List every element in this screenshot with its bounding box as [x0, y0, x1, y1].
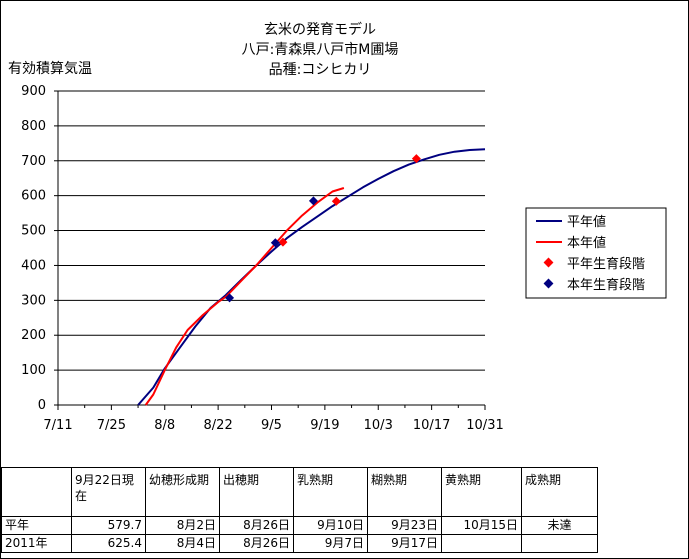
table-cell: 9月10日	[293, 516, 368, 535]
series-point-3-1	[270, 238, 280, 248]
legend-label-honnen-stage: 本年生育段階	[567, 277, 645, 293]
x-tick-label: 8/8	[154, 418, 175, 433]
table-row: 2011年 625.4 8月4日 8月26日 9月7日 9月17日	[1, 534, 598, 553]
chart-title-line-2: 八戸:青森県八戸市M圃場	[242, 41, 399, 58]
series-point-3-0	[225, 293, 235, 303]
table-cell: 未達	[521, 516, 598, 535]
series-line-1	[144, 187, 345, 406]
legend-label-heinen-stage: 平年生育段階	[567, 256, 645, 272]
table-cell: 579.7	[71, 516, 146, 535]
table-header-cell: 黄熟期	[441, 467, 522, 517]
series-point-2-0	[278, 237, 288, 247]
legend-label-heinen-line: 平年値	[567, 214, 606, 230]
legend-swatch-heinen-stage	[543, 257, 554, 268]
x-tick-label: 9/5	[261, 418, 282, 433]
table-header-cell	[1, 467, 72, 517]
y-axis-label: 有効積算気温	[8, 61, 92, 77]
series-point-3-2	[308, 196, 318, 206]
table-cell	[521, 534, 598, 553]
table-cell: 8月26日	[219, 534, 294, 553]
table-header-cell: 乳熟期	[293, 467, 368, 517]
x-tick-label: 7/11	[43, 418, 72, 433]
table-cell: 9月7日	[293, 534, 368, 553]
growth-model-chart: 玄米の発育モデル 八戸:青森県八戸市M圃場 品種:コシヒカリ 有効積算気温 0 1…	[8, 21, 667, 433]
x-tick-label: 10/17	[413, 418, 450, 433]
chart-title-line-3: 品種:コシヒカリ	[269, 62, 372, 78]
table-header-cell: 成熟期	[521, 467, 598, 517]
series-line-0	[137, 148, 486, 406]
table-cell: 平年	[1, 516, 72, 535]
table-row: 平年 579.7 8月2日 8月26日 9月10日 9月23日 10月15日 未…	[1, 516, 598, 535]
y-tick-label: 900	[21, 84, 46, 99]
y-tick-label: 100	[21, 363, 46, 378]
y-tick-label: 400	[21, 258, 46, 273]
table-header-cell: 9月22日現在	[71, 467, 146, 517]
legend-swatch-honnen-stage	[543, 278, 554, 289]
table-cell: 8月2日	[145, 516, 220, 535]
table-header-cell: 出穂期	[219, 467, 294, 517]
table-header-row: 9月22日現在 幼穂形成期 出穂期 乳熟期 糊熟期 黄熟期 成熟期	[1, 467, 598, 517]
x-tick-label: 10/31	[466, 418, 503, 433]
y-tick-label: 300	[21, 293, 46, 308]
table-cell: 9月23日	[367, 516, 442, 535]
table-cell: 8月4日	[145, 534, 220, 553]
plot-area: 0 100 200 300 400 500 600 700 800 900 7/11 7/25 8/8 8…	[21, 84, 504, 433]
series-point-2-1	[331, 196, 341, 206]
table-cell: 8月26日	[219, 516, 294, 535]
table-cell: 2011年	[1, 534, 72, 553]
legend: 平年値 本年値 平年生育段階 本年生育段階	[525, 207, 667, 299]
table-cell	[441, 534, 522, 553]
table-header-cell: 糊熟期	[367, 467, 442, 517]
series-point-2-2	[411, 154, 421, 164]
y-tick-label: 0	[38, 398, 46, 413]
y-tick-label: 700	[21, 154, 46, 169]
table-cell: 9月17日	[367, 534, 442, 553]
legend-label-honnen-line: 本年値	[567, 235, 606, 251]
table-header-cell: 幼穂形成期	[145, 467, 220, 517]
x-tick-label: 8/22	[204, 418, 233, 433]
y-tick-label: 200	[21, 328, 46, 343]
table-cell: 625.4	[71, 534, 146, 553]
x-tick-label: 7/25	[97, 418, 126, 433]
y-tick-label: 800	[21, 119, 46, 134]
x-tick-label: 10/3	[364, 418, 393, 433]
stage-table: 9月22日現在 幼穂形成期 出穂期 乳熟期 糊熟期 黄熟期 成熟期 平年 579…	[1, 467, 598, 553]
x-tick-label: 9/19	[310, 418, 339, 433]
table-cell: 10月15日	[441, 516, 522, 535]
chart-title-line-1: 玄米の発育モデル	[264, 21, 376, 38]
y-tick-label: 500	[21, 224, 46, 239]
y-tick-label: 600	[21, 189, 46, 204]
